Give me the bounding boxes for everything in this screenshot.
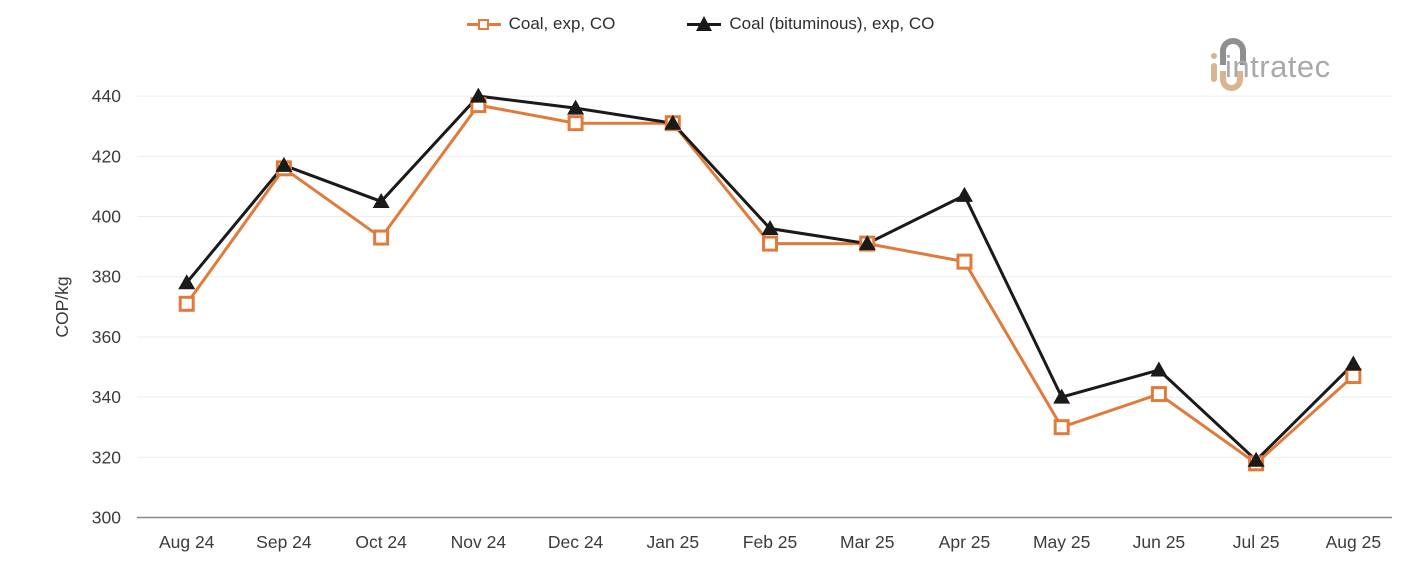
x-tick-label: Feb 25	[743, 532, 797, 552]
triangle-marker-icon	[955, 186, 973, 202]
y-tick-label: 440	[92, 86, 121, 106]
square-marker-icon	[1345, 368, 1362, 385]
series-line-1	[185, 94, 1355, 463]
x-tick-label: Jan 25	[647, 532, 700, 552]
triangle-marker-icon	[664, 114, 682, 130]
legend-square-marker-icon	[466, 15, 501, 33]
y-tick-label: 400	[92, 207, 121, 227]
x-tick-label: Sep 24	[256, 532, 312, 552]
y-axis-title: COP/kg	[52, 276, 72, 337]
logo-i-dot-icon	[1211, 53, 1217, 59]
triangle-marker-icon	[469, 87, 487, 103]
x-tick-label: Dec 24	[548, 532, 604, 552]
y-tick-label: 360	[92, 327, 121, 347]
triangle-marker-icon	[1247, 451, 1265, 467]
legend-label: Coal (bituminous), exp, CO	[729, 14, 935, 33]
x-tick-label: Aug 25	[1326, 532, 1381, 552]
y-tick-label: 380	[92, 267, 121, 287]
intratec-logo: intratec	[1209, 38, 1391, 94]
square-marker-icon	[567, 115, 584, 132]
triangle-marker-icon	[567, 99, 585, 115]
x-tick-label: Aug 24	[159, 532, 215, 552]
series-line-0	[185, 103, 1355, 466]
triangle-marker-icon	[761, 220, 779, 236]
triangle-marker-icon	[696, 16, 713, 31]
x-tick-label: Nov 24	[451, 532, 507, 552]
square-marker-icon	[477, 18, 489, 30]
triangle-marker-icon	[178, 274, 196, 290]
logo-bottom-arc-icon	[1220, 71, 1243, 91]
x-tick-label: Jun 25	[1133, 532, 1186, 552]
square-marker-icon	[1150, 386, 1167, 403]
y-tick-label: 320	[92, 447, 121, 467]
square-marker-icon	[956, 253, 973, 270]
y-tick-label: 340	[92, 387, 121, 407]
logo-text: intratec	[1225, 49, 1331, 84]
legend-item-coal-exp-co: Coal, exp, CO	[466, 14, 616, 34]
square-marker-icon	[178, 295, 195, 312]
legend-triangle-marker-icon	[687, 15, 722, 33]
triangle-marker-icon	[275, 156, 293, 172]
triangle-marker-icon	[1053, 388, 1071, 404]
logo-i-bar-icon	[1211, 63, 1217, 82]
triangle-marker-icon	[372, 192, 390, 208]
x-tick-label: Oct 24	[355, 532, 407, 552]
x-tick-label: Mar 25	[840, 532, 894, 552]
logo-top-arc-icon	[1220, 38, 1246, 65]
square-marker-icon	[762, 235, 779, 252]
square-marker-icon	[1053, 419, 1070, 436]
square-marker-icon	[373, 229, 390, 246]
chart-legend: Coal, exp, CO Coal (bituminous), exp, CO	[0, 14, 1401, 34]
triangle-marker-icon	[858, 235, 876, 251]
x-tick-label: Apr 25	[939, 532, 991, 552]
triangle-marker-icon	[1150, 361, 1168, 377]
y-tick-label: 420	[92, 146, 121, 166]
legend-item-coal-bituminous-exp-co: Coal (bituminous), exp, CO	[687, 14, 934, 34]
triangle-marker-icon	[1344, 355, 1362, 371]
x-tick-label: May 25	[1033, 532, 1090, 552]
x-tick-label: Jul 25	[1233, 532, 1280, 552]
legend-label: Coal, exp, CO	[508, 14, 616, 33]
y-tick-label: 300	[92, 508, 121, 528]
